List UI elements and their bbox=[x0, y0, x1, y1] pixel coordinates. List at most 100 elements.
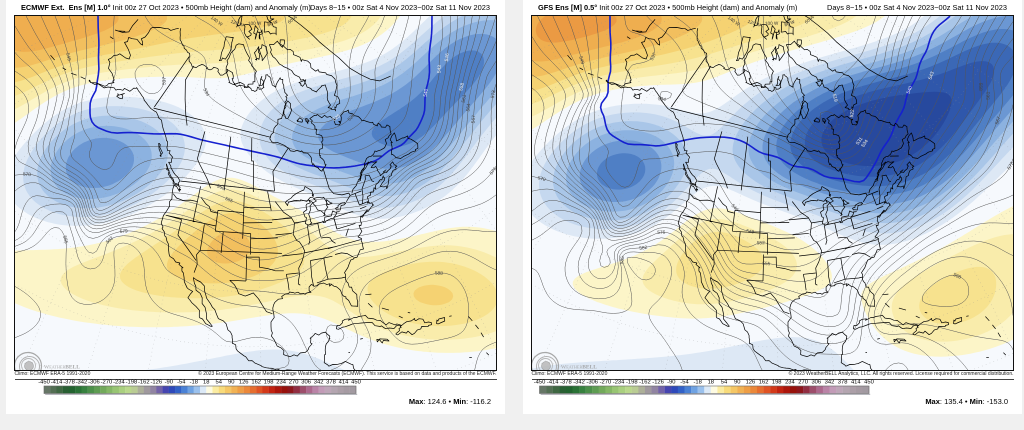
svg-text:126: 126 bbox=[239, 379, 249, 385]
svg-text:120 W: 120 W bbox=[747, 19, 762, 28]
svg-text:234: 234 bbox=[785, 379, 795, 385]
svg-text:-126: -126 bbox=[652, 379, 664, 385]
svg-text:54: 54 bbox=[215, 379, 222, 385]
svg-text:90: 90 bbox=[734, 379, 740, 385]
svg-text:-342: -342 bbox=[76, 379, 88, 385]
svg-text:543: 543 bbox=[436, 65, 443, 74]
svg-text:588: 588 bbox=[435, 270, 444, 276]
svg-text:570: 570 bbox=[537, 175, 547, 183]
svg-text:-162: -162 bbox=[639, 379, 651, 385]
svg-text:18: 18 bbox=[708, 379, 714, 385]
svg-text:522: 522 bbox=[849, 109, 856, 118]
svg-text:558: 558 bbox=[977, 83, 983, 92]
svg-text:552: 552 bbox=[216, 184, 226, 192]
svg-text:-306: -306 bbox=[88, 379, 100, 385]
svg-text:540: 540 bbox=[906, 85, 915, 95]
svg-text:576: 576 bbox=[657, 230, 666, 236]
svg-text:-198: -198 bbox=[126, 379, 138, 385]
svg-text:-54: -54 bbox=[177, 379, 186, 385]
svg-text:582: 582 bbox=[105, 235, 115, 245]
svg-text:573: 573 bbox=[490, 90, 496, 99]
svg-text:567: 567 bbox=[994, 116, 1002, 126]
svg-text:534: 534 bbox=[201, 87, 210, 97]
svg-text:342: 342 bbox=[825, 379, 835, 385]
svg-text:558: 558 bbox=[458, 82, 466, 91]
svg-text:564: 564 bbox=[465, 103, 472, 112]
svg-text:-450: -450 bbox=[38, 379, 50, 385]
svg-text:579: 579 bbox=[119, 228, 128, 235]
svg-text:552: 552 bbox=[757, 240, 766, 246]
svg-text:-162: -162 bbox=[138, 379, 150, 385]
svg-text:549: 549 bbox=[746, 228, 755, 235]
svg-text:-306: -306 bbox=[586, 379, 598, 385]
svg-text:234: 234 bbox=[276, 379, 286, 385]
svg-text:567: 567 bbox=[471, 115, 478, 124]
svg-text:585: 585 bbox=[619, 256, 626, 265]
svg-text:60 W: 60 W bbox=[804, 16, 816, 25]
svg-text:534: 534 bbox=[657, 96, 666, 103]
svg-text:582: 582 bbox=[639, 245, 648, 252]
svg-text:90: 90 bbox=[228, 379, 234, 385]
svg-text:378: 378 bbox=[838, 379, 848, 385]
svg-text:100 W: 100 W bbox=[248, 21, 262, 26]
svg-text:528: 528 bbox=[347, 112, 357, 122]
svg-text:-270: -270 bbox=[600, 379, 612, 385]
svg-text:198: 198 bbox=[264, 379, 274, 385]
svg-text:-126: -126 bbox=[150, 379, 162, 385]
svg-text:120 W: 120 W bbox=[230, 19, 245, 28]
svg-text:414: 414 bbox=[851, 379, 861, 385]
svg-text:543: 543 bbox=[927, 71, 935, 81]
svg-text:531: 531 bbox=[855, 136, 865, 146]
svg-text:18: 18 bbox=[203, 379, 209, 385]
svg-text:270: 270 bbox=[798, 379, 808, 385]
svg-text:WEATHERBELL: WEATHERBELL bbox=[44, 365, 80, 371]
svg-text:-18: -18 bbox=[190, 379, 198, 385]
svg-text:561: 561 bbox=[985, 91, 991, 100]
svg-text:-234: -234 bbox=[113, 379, 125, 385]
svg-text:576: 576 bbox=[489, 166, 496, 176]
svg-text:306: 306 bbox=[811, 379, 821, 385]
svg-text:570: 570 bbox=[23, 171, 32, 178]
svg-text:537: 537 bbox=[649, 52, 658, 62]
svg-text:WEATHERBELL: WEATHERBELL bbox=[561, 365, 597, 371]
svg-text:60 W: 60 W bbox=[287, 16, 299, 25]
svg-text:537: 537 bbox=[161, 76, 167, 85]
svg-text:198: 198 bbox=[772, 379, 782, 385]
svg-text:100 W: 100 W bbox=[765, 21, 779, 26]
svg-text:80 W: 80 W bbox=[267, 19, 279, 28]
svg-text:585: 585 bbox=[61, 235, 69, 245]
svg-text:555: 555 bbox=[224, 196, 234, 205]
svg-text:555: 555 bbox=[762, 261, 771, 267]
svg-text:525: 525 bbox=[332, 113, 342, 123]
svg-text:-342: -342 bbox=[573, 379, 585, 385]
svg-text:-198: -198 bbox=[626, 379, 638, 385]
svg-text:-414: -414 bbox=[51, 379, 63, 385]
svg-text:588: 588 bbox=[952, 272, 962, 281]
svg-text:342: 342 bbox=[314, 379, 324, 385]
svg-text:549: 549 bbox=[577, 56, 585, 66]
svg-text:54: 54 bbox=[721, 379, 728, 385]
svg-text:162: 162 bbox=[251, 379, 261, 385]
svg-text:162: 162 bbox=[759, 379, 769, 385]
svg-text:450: 450 bbox=[351, 379, 361, 385]
svg-text:-270: -270 bbox=[101, 379, 113, 385]
svg-text:306: 306 bbox=[301, 379, 311, 385]
svg-text:80 W: 80 W bbox=[784, 19, 796, 28]
svg-text:-90: -90 bbox=[667, 379, 675, 385]
svg-text:450: 450 bbox=[864, 379, 874, 385]
svg-text:-234: -234 bbox=[613, 379, 625, 385]
svg-text:A N A L Y T I C S: A N A L Y T I C S bbox=[61, 370, 82, 371]
svg-text:414: 414 bbox=[339, 379, 349, 385]
svg-text:573: 573 bbox=[1006, 161, 1013, 171]
svg-text:-90: -90 bbox=[165, 379, 173, 385]
svg-text:540: 540 bbox=[423, 88, 430, 97]
svg-text:-414: -414 bbox=[547, 379, 559, 385]
svg-text:534: 534 bbox=[860, 138, 870, 148]
svg-text:549: 549 bbox=[64, 52, 72, 62]
svg-text:-18: -18 bbox=[694, 379, 702, 385]
svg-text:378: 378 bbox=[326, 379, 336, 385]
svg-text:270: 270 bbox=[289, 379, 299, 385]
svg-text:561: 561 bbox=[461, 94, 468, 103]
svg-text:A N A L Y T I C S: A N A L Y T I C S bbox=[578, 370, 599, 371]
svg-text:-378: -378 bbox=[560, 379, 572, 385]
